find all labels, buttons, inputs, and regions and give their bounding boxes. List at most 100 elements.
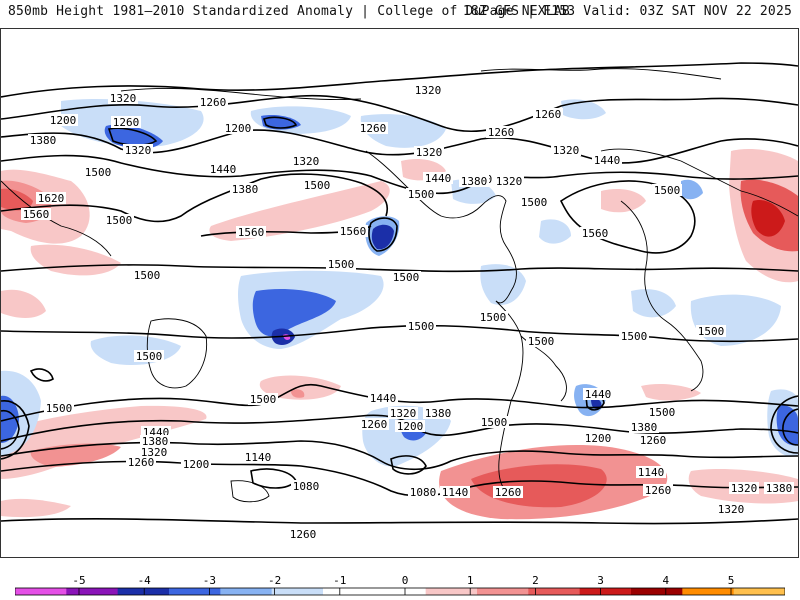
svg-text:1260: 1260: [290, 528, 317, 541]
contour-label: 1320: [414, 146, 444, 159]
colorbar-tick-label: -3: [203, 574, 216, 587]
contour-label: 1260: [288, 528, 318, 541]
svg-text:1200: 1200: [225, 122, 252, 135]
contour-label: 1140: [636, 466, 666, 479]
colorbar-swatch: [374, 588, 427, 595]
svg-text:1500: 1500: [621, 330, 648, 343]
svg-text:1500: 1500: [46, 402, 73, 415]
contour-label: 1260: [486, 126, 516, 139]
contour-label: 1500: [647, 406, 677, 419]
svg-text:1380: 1380: [766, 482, 793, 495]
svg-text:1560: 1560: [238, 226, 265, 239]
svg-text:1380: 1380: [425, 407, 452, 420]
svg-text:1200: 1200: [50, 114, 77, 127]
contour-label: 1260: [198, 96, 228, 109]
contour-label: 1260: [533, 108, 563, 121]
colorbar-tick-label: -4: [138, 574, 152, 587]
contour-label: 1380: [629, 421, 659, 434]
contour-label: 1260: [126, 456, 156, 469]
colorbar-swatch: [477, 588, 529, 595]
contour-label: 1500: [619, 330, 649, 343]
contour-label: 1380: [230, 183, 260, 196]
svg-text:1320: 1320: [496, 175, 523, 188]
colorbar-ticks: -5 -4 -3 -2 -1 0 1 2 3 4 5: [72, 574, 734, 595]
contour-label: 1380: [764, 482, 794, 495]
colorbar-tick-label: 1: [467, 574, 474, 587]
contour-label: 1380: [140, 435, 170, 448]
svg-text:1500: 1500: [521, 196, 548, 209]
svg-text:1500: 1500: [480, 311, 507, 324]
svg-text:1200: 1200: [397, 420, 424, 433]
contour-label: 1440: [592, 154, 622, 167]
contour-label: 1200: [223, 122, 253, 135]
svg-text:1500: 1500: [649, 406, 676, 419]
contour-label: 1320: [108, 92, 138, 105]
contour-label: 1380: [423, 407, 453, 420]
svg-text:1320: 1320: [416, 146, 443, 159]
contour-label: 1200: [583, 432, 613, 445]
contour-label: 1140: [243, 451, 273, 464]
colorbar-swatch: [169, 588, 221, 595]
svg-text:1320: 1320: [141, 446, 168, 459]
svg-text:1440: 1440: [210, 163, 237, 176]
colorbar-swatch: [66, 588, 119, 595]
contour-label: 1380: [28, 134, 58, 147]
contour-label: 1320: [413, 84, 443, 97]
colorbar-swatch: [682, 588, 735, 595]
contour-label: 1200: [48, 114, 78, 127]
contour-label: 1320: [551, 144, 581, 157]
contour-label: 1440: [368, 392, 398, 405]
contour-label: 1260: [638, 434, 668, 447]
svg-text:1380: 1380: [461, 175, 488, 188]
svg-text:1320: 1320: [553, 144, 580, 157]
contour-label: 1560: [236, 226, 266, 239]
contour-label: 1620: [36, 192, 66, 205]
svg-text:1500: 1500: [328, 258, 355, 271]
contour-label: 1380: [459, 175, 489, 188]
svg-text:1320: 1320: [415, 84, 442, 97]
svg-text:1500: 1500: [481, 416, 508, 429]
svg-text:1260: 1260: [535, 108, 562, 121]
colorbar-swatches: [15, 587, 785, 596]
svg-text:1320: 1320: [293, 155, 320, 168]
contour-labels: 1320 126012001320138012601320126012001320…: [21, 84, 794, 541]
svg-text:1260: 1260: [640, 434, 667, 447]
svg-text:1620: 1620: [38, 192, 65, 205]
colorbar-swatch: [220, 588, 273, 595]
contour-label: 1560: [580, 227, 610, 240]
contour-label: 1200: [395, 420, 425, 433]
contour-label: 1500: [326, 258, 356, 271]
svg-text:1320: 1320: [125, 144, 152, 157]
svg-text:1500: 1500: [408, 320, 435, 333]
svg-text:1320: 1320: [390, 407, 417, 420]
svg-text:1260: 1260: [361, 418, 388, 431]
svg-text:1560: 1560: [340, 225, 367, 238]
colorbar-swatch: [579, 588, 632, 595]
colorbar-swatch: [528, 588, 581, 595]
svg-text:1320: 1320: [718, 503, 745, 516]
contour-label: 1260: [359, 418, 389, 431]
contour-label: 1500: [406, 188, 436, 201]
contour-label: 1320: [716, 503, 746, 516]
contour-label: 1500: [526, 335, 556, 348]
svg-text:1500: 1500: [654, 184, 681, 197]
svg-text:1260: 1260: [495, 486, 522, 499]
map-svg: 1320 126012001320138012601320126012001320…: [1, 62, 798, 541]
colorbar-swatch: [425, 588, 478, 595]
contour-label: 1500: [44, 402, 74, 415]
contour-label: 1500: [406, 320, 436, 333]
svg-text:1380: 1380: [232, 183, 259, 196]
contour-label: 1440: [208, 163, 238, 176]
contour-label: 1500: [132, 269, 162, 282]
contour-label: 1440: [583, 388, 613, 401]
svg-text:1440: 1440: [425, 172, 452, 185]
contour-label: 1320: [729, 482, 759, 495]
svg-text:1440: 1440: [585, 388, 612, 401]
svg-text:1500: 1500: [85, 166, 112, 179]
svg-text:1140: 1140: [245, 451, 272, 464]
svg-text:1500: 1500: [393, 271, 420, 284]
svg-text:1500: 1500: [528, 335, 555, 348]
contour-label: 1260: [111, 116, 141, 129]
contour-label: 1320: [291, 155, 321, 168]
contour-label: 1260: [358, 122, 388, 135]
